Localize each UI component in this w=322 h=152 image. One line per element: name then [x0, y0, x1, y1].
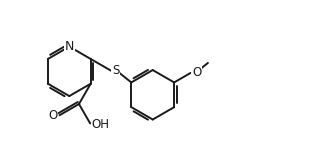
Text: O: O — [192, 66, 201, 79]
Text: OH: OH — [92, 117, 110, 131]
Text: N: N — [65, 40, 74, 53]
Text: S: S — [112, 64, 120, 77]
Text: O: O — [48, 109, 57, 122]
